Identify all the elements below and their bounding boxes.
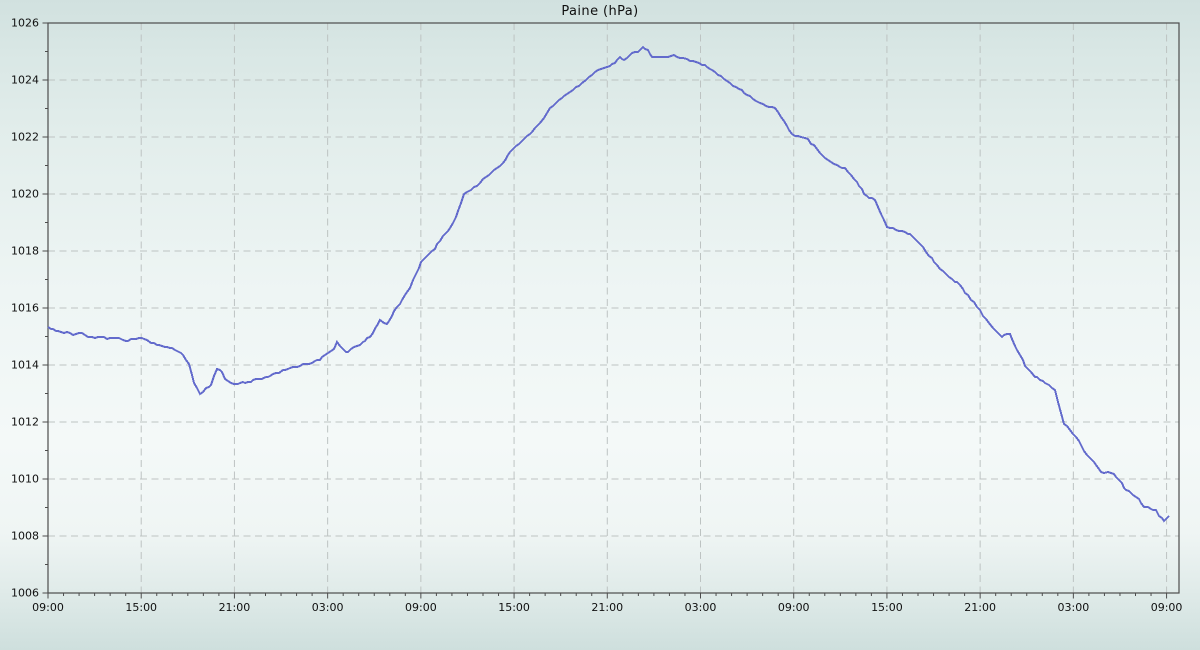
y-tick-label: 1008: [11, 530, 39, 543]
x-tick-label: 15:00: [498, 601, 530, 614]
x-tick-label: 15:00: [871, 601, 903, 614]
x-tick-label: 03:00: [312, 601, 344, 614]
x-tick-label: 09:00: [1151, 601, 1183, 614]
y-tick-label: 1012: [11, 416, 39, 429]
plot-frame: [47, 22, 1180, 594]
x-tick-label: 15:00: [125, 601, 157, 614]
x-tick-label: 03:00: [1058, 601, 1090, 614]
y-tick-label: 1010: [11, 473, 39, 486]
x-tick-label: 21:00: [219, 601, 251, 614]
chart-title: Paine (hPa): [561, 4, 639, 19]
pressure-series-line: [47, 45, 1170, 523]
x-tick-label: 09:00: [778, 601, 810, 614]
y-tick-label: 1014: [11, 359, 39, 372]
y-tick-label: 1022: [11, 131, 39, 144]
x-tick-label: 09:00: [405, 601, 437, 614]
x-tick-label: 21:00: [591, 601, 623, 614]
y-tick-label: 1006: [11, 587, 39, 600]
x-tick-label: 03:00: [685, 601, 717, 614]
x-tick-label: 21:00: [964, 601, 996, 614]
y-tick-label: 1020: [11, 188, 39, 201]
x-tick-label: 09:00: [32, 601, 64, 614]
y-tick-label: 1026: [11, 17, 39, 30]
y-tick-label: 1018: [11, 245, 39, 258]
y-tick-label: 1016: [11, 302, 39, 315]
y-tick-label: 1024: [11, 74, 39, 87]
